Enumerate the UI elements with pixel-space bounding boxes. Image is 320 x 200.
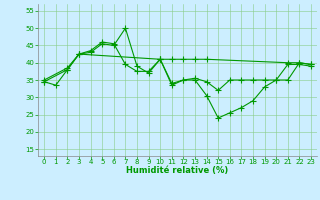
X-axis label: Humidité relative (%): Humidité relative (%) [126, 166, 229, 175]
